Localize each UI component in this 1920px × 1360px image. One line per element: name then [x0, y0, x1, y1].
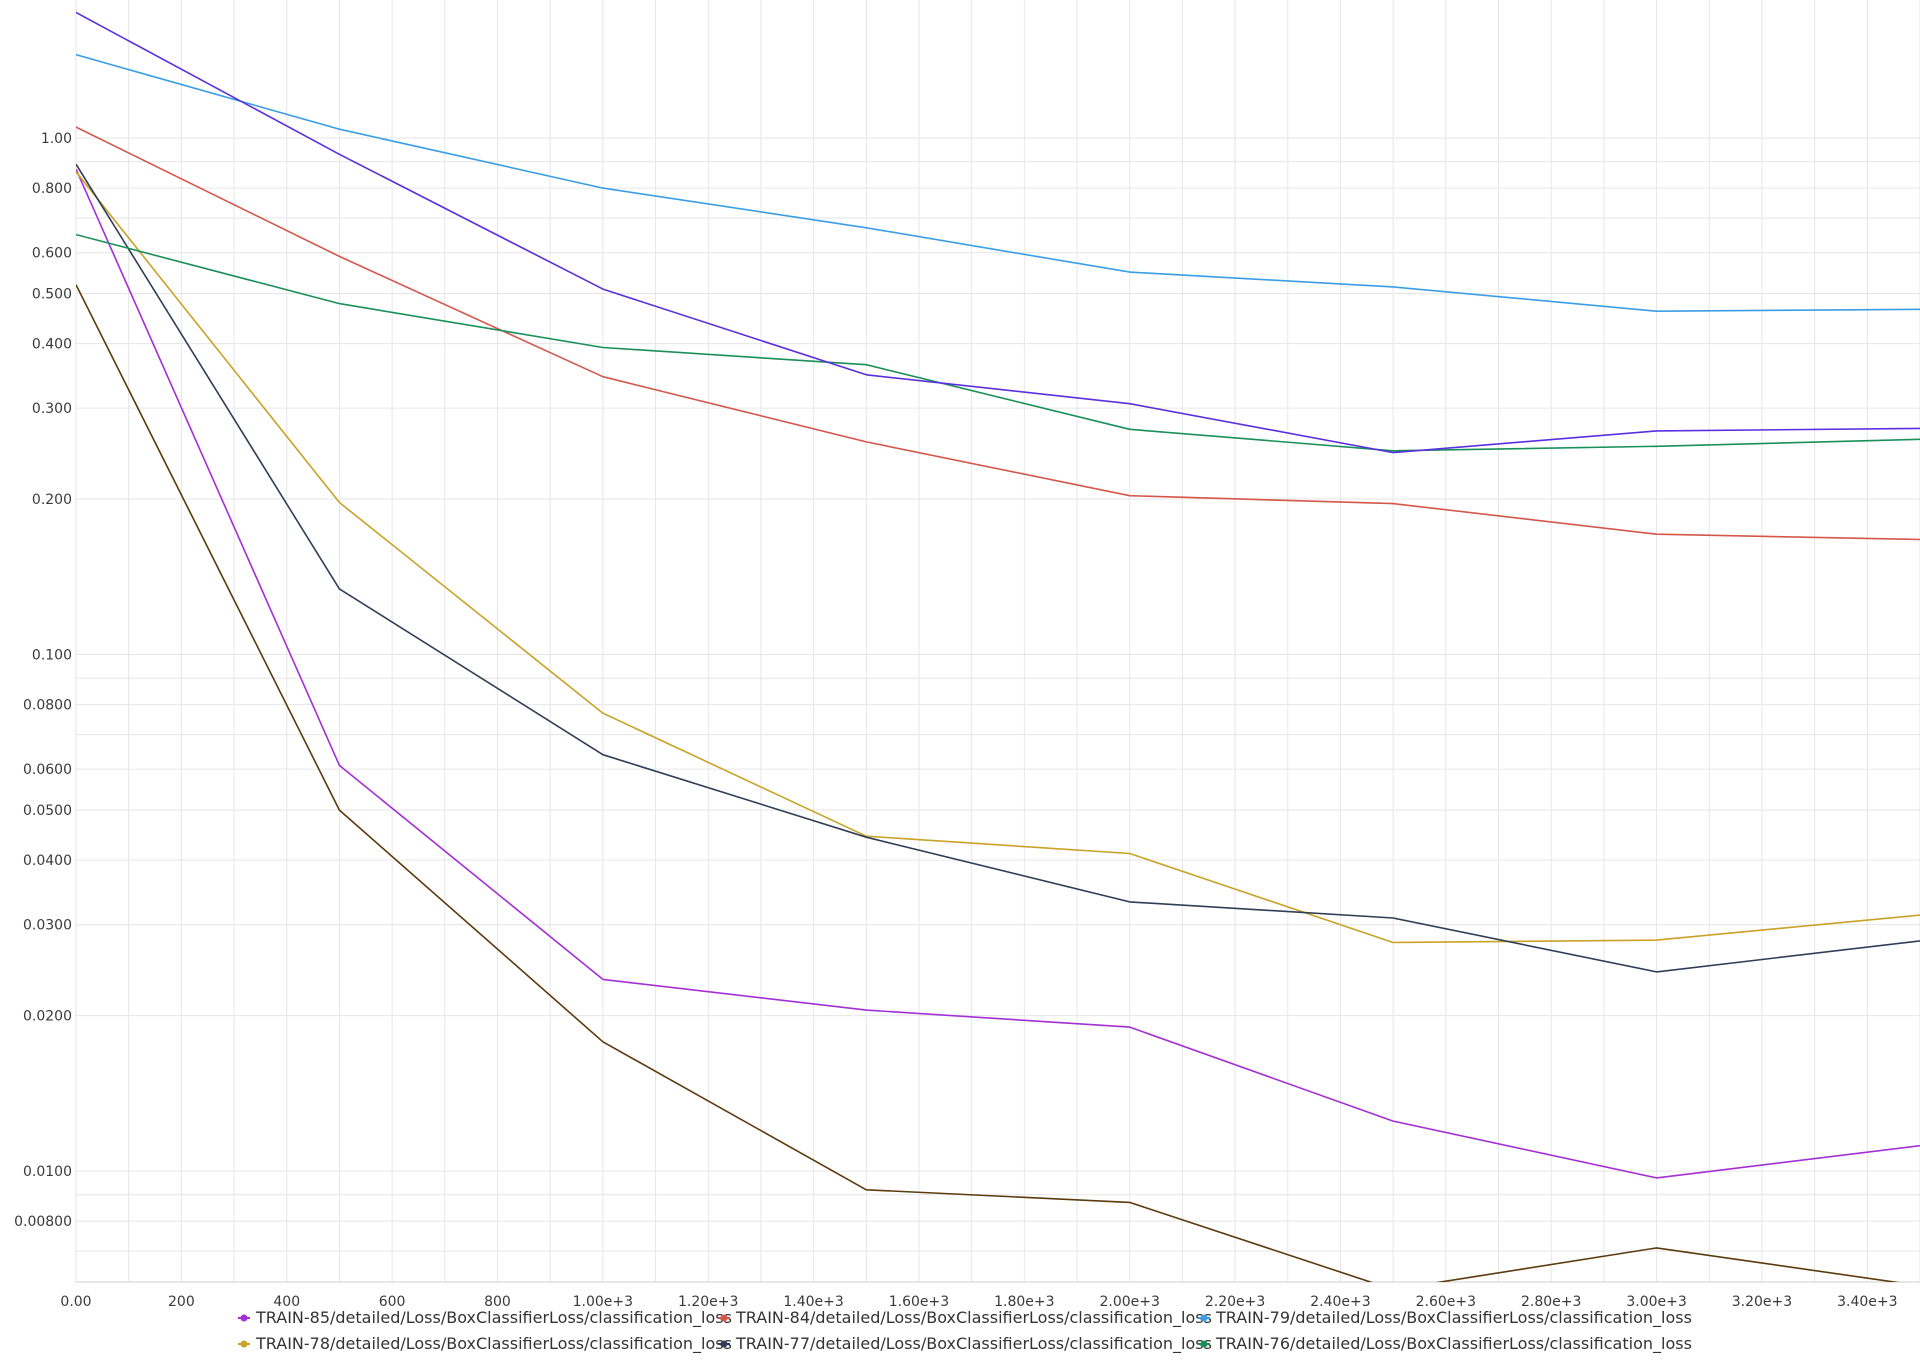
- axes: 0.00 200 400 600 800 1.00e+3 1.20e+3 1.40e+3 1.6…: [14, 131, 1920, 1310]
- x-tick-label: 3.00e+3: [1626, 1294, 1686, 1310]
- y-tick-label: 0.300: [32, 401, 72, 417]
- series-lines: [76, 11, 1920, 1282]
- y-tick-label: 0.0300: [23, 918, 72, 934]
- y-tick-label: 0.0200: [23, 1009, 72, 1025]
- y-tick-label: 0.0100: [23, 1164, 72, 1180]
- y-tick-label: 0.100: [32, 648, 72, 664]
- series-line-7: [76, 11, 1920, 454]
- x-tick-label: 1.80e+3: [994, 1294, 1054, 1310]
- series-line-0: [76, 168, 1920, 1179]
- x-tick-label: 2.40e+3: [1310, 1294, 1370, 1310]
- y-tick-label: 0.0500: [23, 803, 72, 819]
- legend-swatch-dot: [720, 1314, 728, 1322]
- legend-item[interactable]: TRAIN-79/detailed/Loss/BoxClassifierLoss…: [1198, 1308, 1692, 1328]
- y-tick-label: 1.00: [41, 131, 72, 147]
- x-tick-label: 2.60e+3: [1416, 1294, 1476, 1310]
- grid: [75, 0, 1920, 1282]
- y-tick-label: 0.200: [32, 492, 72, 508]
- legend-label: TRAIN-76/detailed/Loss/BoxClassifierLoss…: [1215, 1334, 1692, 1354]
- legend-label: TRAIN-85/detailed/Loss/BoxClassifierLoss…: [255, 1308, 732, 1328]
- legend-item[interactable]: TRAIN-76/detailed/Loss/BoxClassifierLoss…: [1198, 1334, 1692, 1354]
- x-tick-label: 800: [484, 1294, 511, 1310]
- legend-label: TRAIN-77/detailed/Loss/BoxClassifierLoss…: [735, 1334, 1212, 1354]
- legend-swatch-dot: [1200, 1340, 1208, 1348]
- series-line-6: [76, 284, 1900, 1282]
- x-tick-label: 3.20e+3: [1732, 1294, 1792, 1310]
- legend-label: TRAIN-78/detailed/Loss/BoxClassifierLoss…: [255, 1334, 732, 1354]
- x-tick-label: 600: [379, 1294, 406, 1310]
- legend-swatch-dot: [720, 1340, 728, 1348]
- y-tick-label: 0.500: [32, 287, 72, 303]
- y-tick-label: 0.600: [32, 246, 72, 262]
- x-tick-label: 1.40e+3: [783, 1294, 843, 1310]
- x-tick-label: 1.00e+3: [573, 1294, 633, 1310]
- y-tick-label: 0.400: [32, 337, 72, 353]
- legend-swatch-dot: [240, 1314, 248, 1322]
- x-tick-label: 2.00e+3: [1099, 1294, 1159, 1310]
- legend-item[interactable]: TRAIN-85/detailed/Loss/BoxClassifierLoss…: [238, 1308, 732, 1328]
- y-tick-label: 0.800: [32, 181, 72, 197]
- series-line-1: [76, 126, 1920, 541]
- x-tick-label: 3.40e+3: [1837, 1294, 1897, 1310]
- legend-item[interactable]: TRAIN-84/detailed/Loss/BoxClassifierLoss…: [718, 1308, 1212, 1328]
- series-line-3: [76, 171, 1920, 944]
- x-tick-label: 1.20e+3: [678, 1294, 738, 1310]
- x-tick-label: 2.80e+3: [1521, 1294, 1581, 1310]
- legend-swatch-dot: [1200, 1314, 1208, 1322]
- legend-item[interactable]: TRAIN-77/detailed/Loss/BoxClassifierLoss…: [718, 1334, 1212, 1354]
- legend-swatch-dot: [240, 1340, 248, 1348]
- y-tick-label: 0.0600: [23, 762, 72, 778]
- x-tick-label: 0.00: [60, 1294, 91, 1310]
- legend-label: TRAIN-79/detailed/Loss/BoxClassifierLoss…: [1215, 1308, 1692, 1328]
- series-line-5: [76, 233, 1920, 452]
- y-tick-label: 0.00800: [14, 1214, 72, 1230]
- y-tick-label: 0.0400: [23, 853, 72, 869]
- x-tick-label: 400: [273, 1294, 300, 1310]
- series-line-2: [76, 53, 1920, 313]
- series-line-4: [76, 163, 1920, 973]
- legend: TRAIN-85/detailed/Loss/BoxClassifierLoss…: [238, 1308, 1692, 1354]
- legend-label: TRAIN-84/detailed/Loss/BoxClassifierLoss…: [735, 1308, 1212, 1328]
- x-tick-label: 200: [168, 1294, 195, 1310]
- x-tick-label: 2.20e+3: [1205, 1294, 1265, 1310]
- x-tick-label: 1.60e+3: [889, 1294, 949, 1310]
- legend-item[interactable]: TRAIN-78/detailed/Loss/BoxClassifierLoss…: [238, 1334, 732, 1354]
- y-tick-label: 0.0800: [23, 698, 72, 714]
